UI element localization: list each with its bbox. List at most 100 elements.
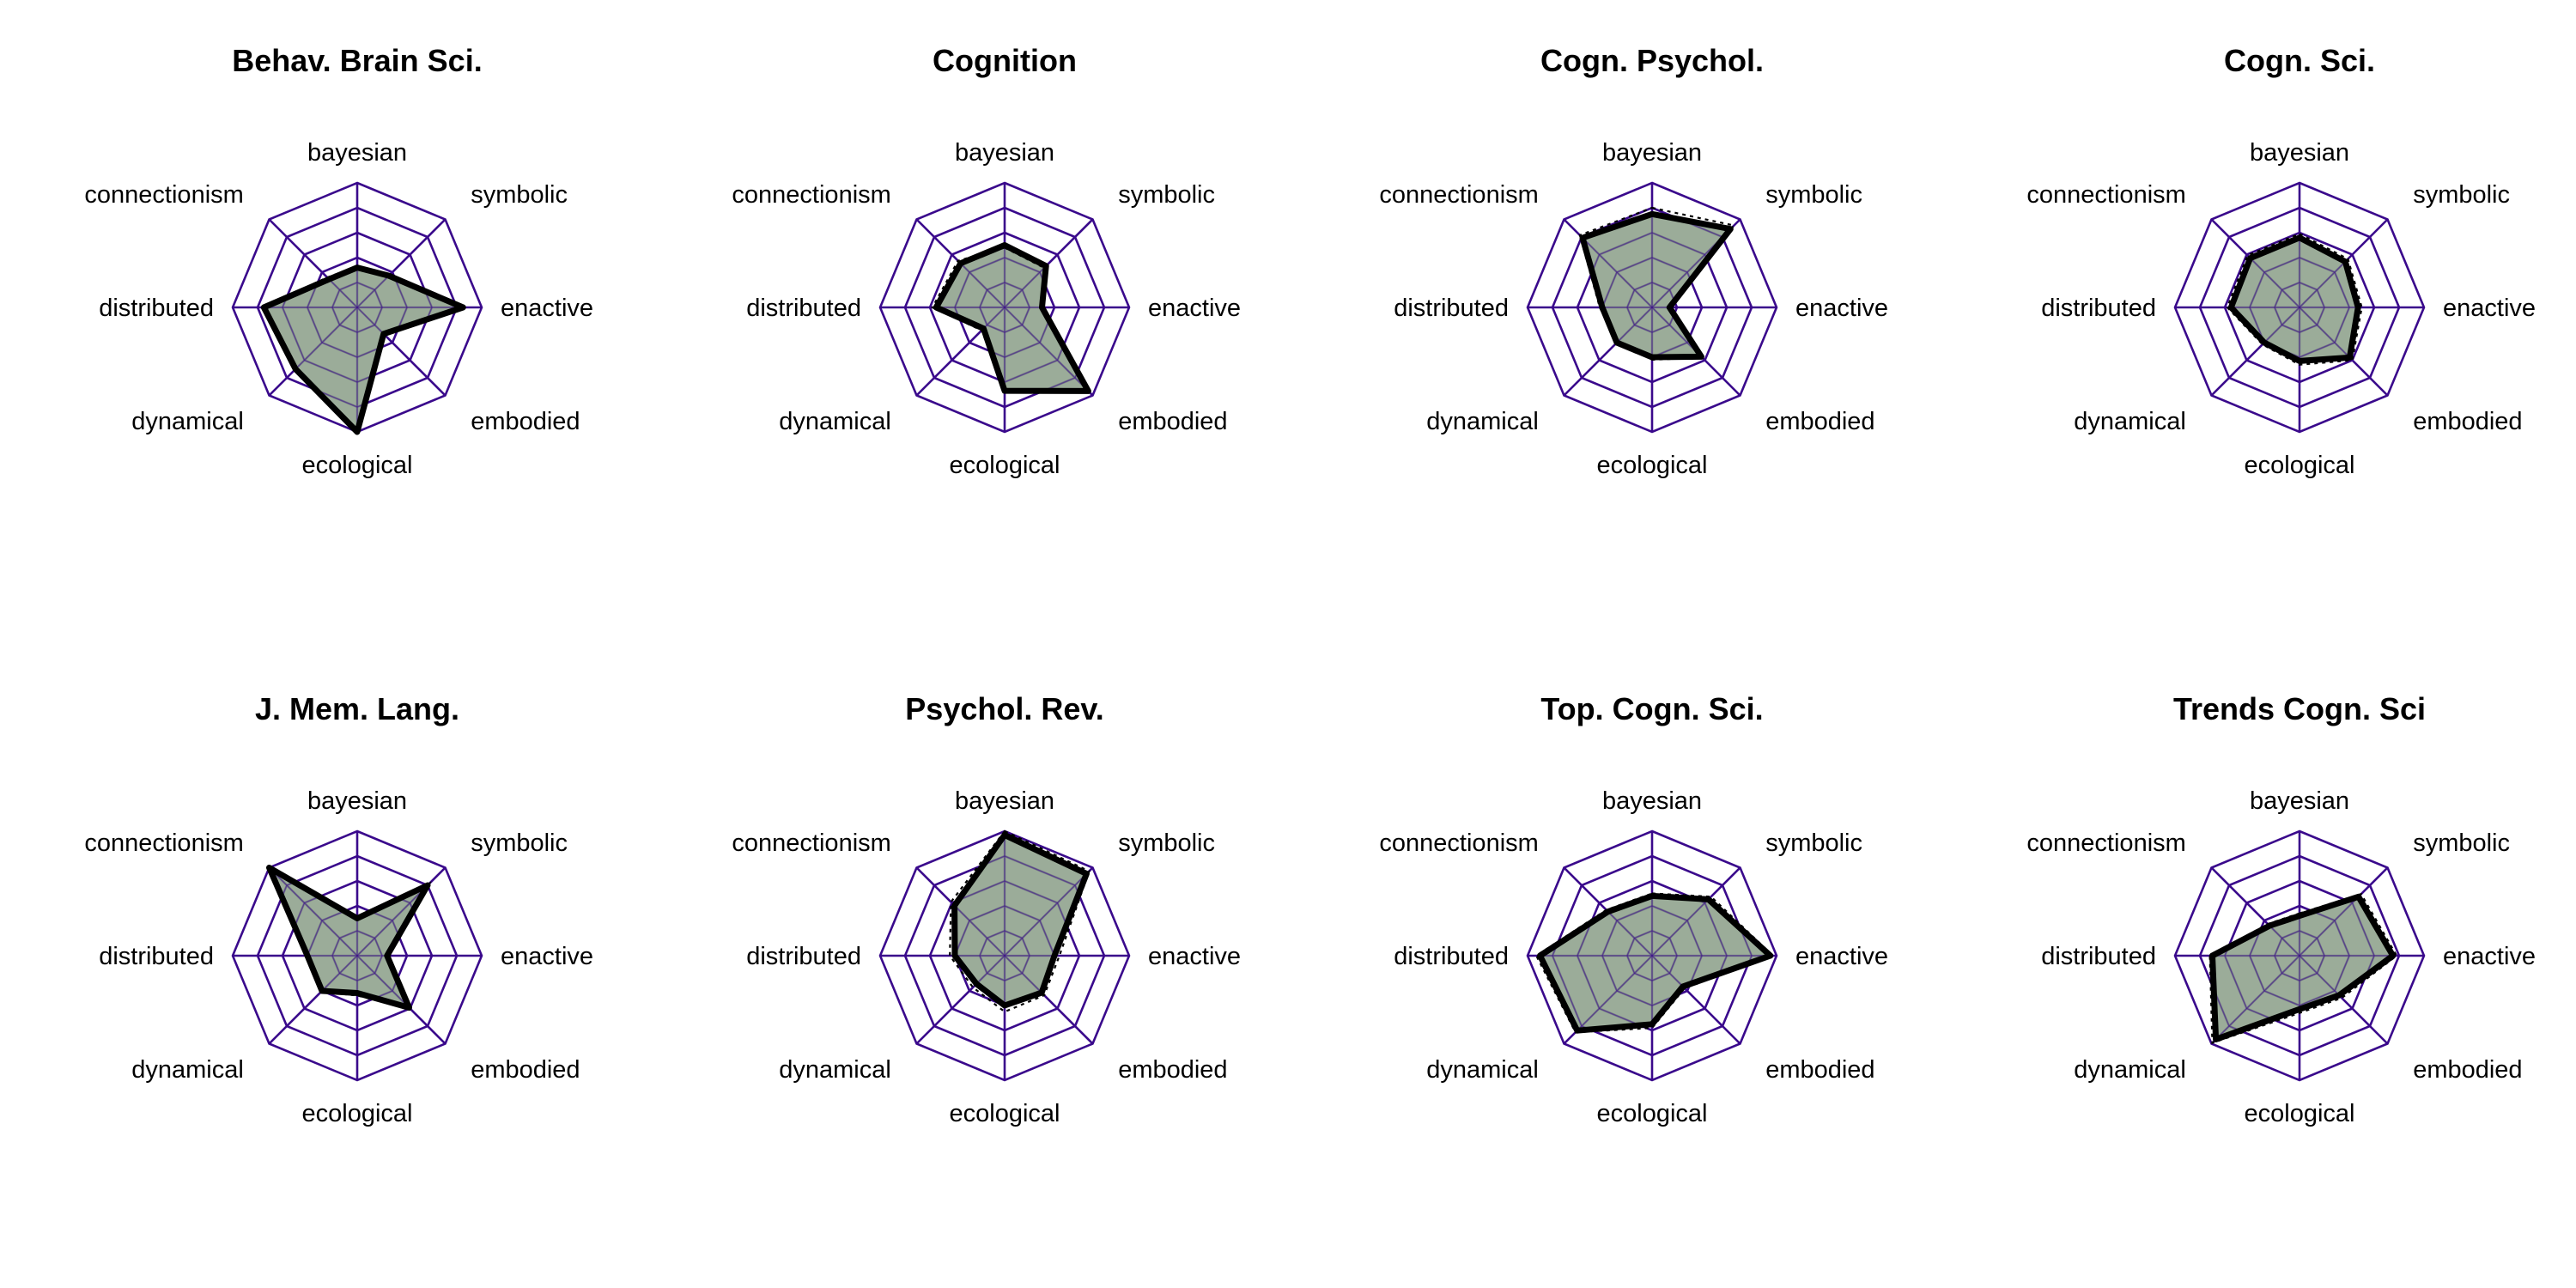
grid-spoke-overlay xyxy=(2211,867,2300,957)
axis-label-symbolic: symbolic xyxy=(2413,181,2510,209)
panel-title: Trends Cogn. Sci xyxy=(2173,691,2426,726)
axis-label-connectionism: connectionism xyxy=(84,829,243,857)
panel-title: Top. Cogn. Sci. xyxy=(1540,691,1763,726)
axis-label-enactive: enactive xyxy=(1795,295,1888,322)
data-area xyxy=(269,867,428,1008)
axis-label-enactive: enactive xyxy=(501,943,593,970)
dotted-outline xyxy=(1534,892,1775,1034)
axis-label-connectionism: connectionism xyxy=(1379,829,1538,857)
grid-spoke-overlay xyxy=(1004,219,1093,308)
grid-spoke-overlay xyxy=(1564,219,1653,308)
axis-label-ecological: ecological xyxy=(302,1100,413,1127)
axis-label-embodied: embodied xyxy=(2413,408,2522,435)
axis-label-ecological: ecological xyxy=(950,1100,1060,1127)
axis-label-distributed: distributed xyxy=(1394,295,1509,322)
axis-label-embodied: embodied xyxy=(1765,1056,1874,1084)
axis-label-dynamical: dynamical xyxy=(779,408,891,435)
grid-spoke-overlay xyxy=(2299,307,2388,396)
data-outline xyxy=(933,242,1091,394)
grid-spoke-overlay xyxy=(356,307,446,396)
grid-spoke-overlay xyxy=(269,867,358,957)
panel-title: Psychol. Rev. xyxy=(905,691,1103,726)
axis-label-symbolic: symbolic xyxy=(471,829,568,857)
grid-spoke-overlay xyxy=(1004,307,1093,396)
axis-label-symbolic: symbolic xyxy=(1118,181,1215,209)
data-outline xyxy=(1579,210,1734,361)
data-outline xyxy=(260,264,466,435)
grid-spoke-overlay xyxy=(269,307,358,396)
data-area xyxy=(264,267,464,432)
axis-label-enactive: enactive xyxy=(2443,943,2536,970)
axis-label-distributed: distributed xyxy=(99,943,214,970)
data-outline xyxy=(266,865,431,1011)
grid-spoke-overlay xyxy=(356,219,446,308)
axis-label-ecological: ecological xyxy=(2245,1100,2355,1127)
axis-label-bayesian: bayesian xyxy=(955,787,1054,815)
grid-spoke-overlay xyxy=(916,867,1005,957)
axis-label-connectionism: connectionism xyxy=(2026,181,2185,209)
axis-label-embodied: embodied xyxy=(1765,408,1874,435)
axis-label-symbolic: symbolic xyxy=(1765,181,1862,209)
axis-label-symbolic: symbolic xyxy=(1765,829,1862,857)
panel-title: Cogn. Psychol. xyxy=(1540,43,1764,78)
axis-label-ecological: ecological xyxy=(950,452,1060,479)
axis-label-dynamical: dynamical xyxy=(1426,1056,1539,1084)
axis-label-dynamical: dynamical xyxy=(2074,408,2186,435)
radar-panel: Cogn. Sci. bayesian symbolic enactive embodi… xyxy=(2026,43,2536,479)
radar-panel: Behav. Brain Sci. bayesian symbolic enactiv… xyxy=(84,43,593,479)
axis-label-symbolic: symbolic xyxy=(471,181,568,209)
axis-label-dynamical: dynamical xyxy=(131,1056,244,1084)
grid-spoke-overlay xyxy=(916,955,1005,1044)
panel-title: Cognition xyxy=(933,43,1077,78)
grid-spoke-overlay xyxy=(269,955,358,1044)
axis-label-ecological: ecological xyxy=(302,452,413,479)
axis-label-ecological: ecological xyxy=(1597,1100,1708,1127)
axis-label-bayesian: bayesian xyxy=(2250,787,2349,815)
panel-title: J. Mem. Lang. xyxy=(255,691,459,726)
axis-label-connectionism: connectionism xyxy=(84,181,243,209)
data-outline xyxy=(2209,893,2397,1042)
axis-label-enactive: enactive xyxy=(501,295,593,322)
data-outline xyxy=(951,831,1090,1009)
axis-label-dynamical: dynamical xyxy=(2074,1056,2186,1084)
axis-label-distributed: distributed xyxy=(99,295,214,322)
axis-label-bayesian: bayesian xyxy=(1602,139,1702,167)
axis-label-dynamical: dynamical xyxy=(1426,408,1539,435)
axis-label-bayesian: bayesian xyxy=(1602,787,1702,815)
axis-label-enactive: enactive xyxy=(1795,943,1888,970)
axis-label-bayesian: bayesian xyxy=(307,787,407,815)
axis-label-symbolic: symbolic xyxy=(1118,829,1215,857)
data-area xyxy=(936,245,1089,392)
data-area xyxy=(1540,896,1771,1031)
axis-label-ecological: ecological xyxy=(1597,452,1708,479)
axis-label-bayesian: bayesian xyxy=(307,139,407,167)
axis-label-dynamical: dynamical xyxy=(779,1056,891,1084)
radar-panel: Top. Cogn. Sci. bayesian symbolic enactive e… xyxy=(1379,691,1888,1127)
axis-label-enactive: enactive xyxy=(1148,295,1241,322)
axis-label-connectionism: connectionism xyxy=(732,181,890,209)
axis-label-distributed: distributed xyxy=(2041,943,2156,970)
grid-spoke-overlay xyxy=(1004,867,1093,957)
axis-label-embodied: embodied xyxy=(1118,1056,1227,1084)
grid-spoke-overlay xyxy=(1004,955,1093,1044)
grid-spoke-overlay xyxy=(2211,307,2300,396)
axis-label-embodied: embodied xyxy=(471,1056,580,1084)
radar-panel: Cognition bayesian symbolic enactive embodie… xyxy=(732,43,1241,479)
grid-spoke-overlay xyxy=(2211,955,2300,1044)
axis-label-enactive: enactive xyxy=(1148,943,1241,970)
axis-label-embodied: embodied xyxy=(471,408,580,435)
axis-label-enactive: enactive xyxy=(2443,295,2536,322)
axis-label-dynamical: dynamical xyxy=(131,408,244,435)
axis-label-bayesian: bayesian xyxy=(2250,139,2349,167)
axis-label-embodied: embodied xyxy=(2413,1056,2522,1084)
grid-spoke-overlay xyxy=(916,307,1005,396)
axis-label-distributed: distributed xyxy=(1394,943,1509,970)
panel-title: Behav. Brain Sci. xyxy=(232,43,482,78)
dotted-outline xyxy=(2226,233,2363,366)
data-outline xyxy=(2227,234,2361,364)
grid-spoke-overlay xyxy=(1651,955,1741,1044)
grid-spoke-overlay xyxy=(1564,307,1653,396)
axis-label-symbolic: symbolic xyxy=(2413,829,2510,857)
data-area xyxy=(1583,214,1731,357)
